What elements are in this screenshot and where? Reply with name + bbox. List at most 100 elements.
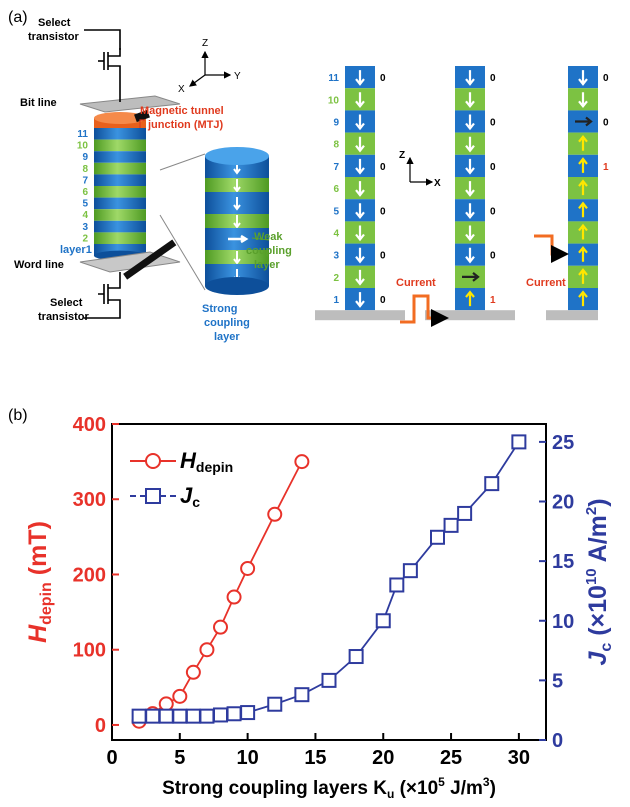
bit-line [79, 95, 181, 113]
axes-icon-b [406, 156, 434, 186]
select-transistor-top-line1: Select [38, 17, 71, 29]
spin-arrow [233, 251, 241, 265]
state-arrow [465, 290, 475, 307]
data-point-c [402, 563, 418, 579]
transistor-bottom-icon [84, 272, 121, 319]
data-point-depin [172, 688, 188, 704]
state-arrow [578, 179, 588, 196]
state-arrow [578, 268, 588, 284]
strong-layer-line2: coupling [204, 317, 250, 329]
state-arrow [355, 247, 365, 264]
data-point-c [158, 708, 174, 724]
legend-j-label: Jc [180, 483, 200, 510]
state-arrow [465, 136, 475, 153]
stack-layer [94, 186, 146, 198]
current-label-1: Current [396, 277, 436, 289]
x-tick-label: 20 [372, 747, 394, 769]
data-point-depin [226, 589, 242, 605]
select-transistor-bottom-line2: transistor [38, 311, 89, 323]
stack-layer-number: 6 [82, 187, 88, 198]
state-layer-number: 4 [333, 229, 339, 240]
spin-arrow [228, 234, 249, 244]
axes-icon-a [189, 50, 232, 87]
x-axis-title: Strong coupling layers Ku (×105 J/m3) [162, 775, 496, 801]
state-arrow [355, 269, 365, 286]
state-arrow [578, 70, 588, 86]
panel-b: (b) 0 5 10 15 20 25 3001002003004000510152025 … [8, 407, 615, 801]
state-arrow [578, 245, 588, 262]
y-axis-left-title: Hdepin (mT) [24, 521, 55, 643]
state-bit: 0 [380, 206, 386, 217]
state-layer-number: 6 [333, 184, 339, 195]
data-point-c [348, 649, 364, 665]
data-point-c [267, 696, 283, 712]
stack-layer-number: 9 [82, 152, 88, 163]
mtj-label-line1: Magnetic tunnel [140, 105, 224, 117]
state-arrow [355, 158, 365, 175]
state-layer-number: 5 [333, 206, 339, 217]
strong-layer-line3: layer [214, 331, 240, 343]
state-arrow [355, 292, 365, 308]
state-arrow [578, 92, 588, 109]
data-point-c [375, 613, 391, 629]
stack-layer [94, 244, 146, 256]
current-label-2: Current [526, 277, 566, 289]
state-bit: 0 [490, 118, 496, 129]
state-layer-number: 9 [333, 118, 339, 129]
state-arrow [355, 92, 365, 109]
state-arrow [355, 70, 365, 86]
stack-layer-number: 7 [82, 175, 88, 186]
y-right-tick-label: 15 [552, 551, 574, 573]
data-point-c [511, 434, 527, 450]
state-arrow [465, 181, 475, 197]
data-point-c [430, 529, 445, 545]
state-arrow [578, 134, 588, 151]
state-arrow [355, 136, 365, 153]
data-point-depin [158, 696, 174, 712]
stack-layer [94, 232, 146, 244]
zoom-top [205, 147, 269, 165]
axis-y-label: Y [234, 71, 241, 82]
state-layer-number: 2 [333, 273, 339, 284]
state-bit: 0 [490, 251, 496, 262]
y-left-tick-label: 100 [73, 640, 106, 662]
state-layer-number: 11 [328, 73, 339, 84]
select-transistor-bottom-line1: Select [50, 297, 83, 309]
state-bit: 1 [490, 295, 496, 306]
mtj-label-line2: junction (MTJ) [147, 119, 223, 131]
data-point-depin [294, 454, 310, 470]
data-point-c [294, 687, 310, 703]
state-layer-number: 3 [333, 251, 339, 262]
state-arrow [578, 223, 588, 240]
stack-layer [94, 162, 146, 175]
state-bit: 0 [380, 251, 386, 262]
stack-layer-number: 4 [82, 210, 88, 221]
spin-arrow [233, 215, 241, 229]
y-left-tick-label: 200 [73, 564, 106, 586]
state-bit: 0 [490, 73, 496, 84]
strong-layer-line1: Strong [202, 303, 237, 315]
state-bit: 0 [380, 73, 386, 84]
plot-frame [111, 423, 547, 741]
select-transistor-top-line2: transistor [28, 31, 79, 43]
chart-series [131, 434, 527, 729]
x-tick-label: 30 [508, 747, 530, 769]
transistor-top-icon [84, 29, 121, 95]
panel-a-label: (a) [8, 9, 28, 26]
stack-layer [94, 220, 146, 233]
data-point-depin [267, 506, 283, 522]
current-pulse-1 [400, 294, 449, 327]
state-arrow [355, 225, 365, 242]
x-tick-label: 5 [174, 747, 185, 769]
state-layer-number: 7 [333, 162, 339, 173]
data-point-c [199, 708, 215, 724]
data-point-c [172, 708, 188, 724]
axis2-x-label: X [434, 178, 441, 189]
data-point-c [145, 708, 161, 724]
data-point-c [457, 505, 473, 521]
state-bit: 0 [380, 162, 386, 173]
data-point-c [226, 706, 242, 722]
